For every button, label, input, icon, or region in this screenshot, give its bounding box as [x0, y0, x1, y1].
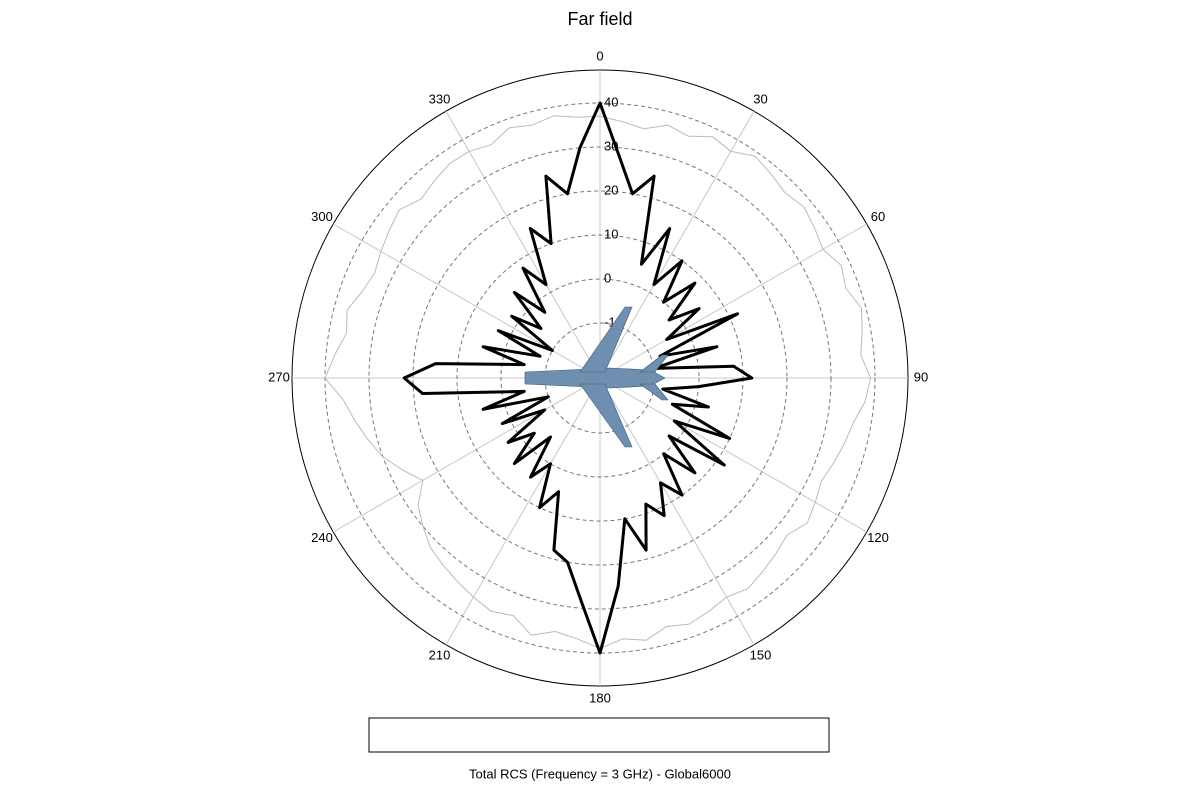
r-tick-label: 20 [604, 182, 618, 197]
r-tick-label: 40 [604, 94, 618, 109]
theta-tick-label: 300 [311, 209, 333, 224]
theta-grid-line [333, 223, 601, 379]
theta-tick-label: 330 [429, 91, 451, 106]
theta-tick-label: 270 [268, 369, 290, 384]
theta-tick-label: 90 [914, 369, 928, 384]
theta-grid-line [599, 377, 755, 645]
theta-grid-line [599, 377, 867, 533]
theta-tick-label: 60 [871, 209, 885, 224]
theta-tick-label: 210 [429, 647, 451, 662]
theta-grid-line [333, 377, 601, 533]
theta-grid-line [599, 111, 755, 379]
theta-tick-label: 240 [311, 530, 333, 545]
theta-tick-label: 120 [867, 530, 889, 545]
theta-tick-label: 30 [753, 91, 767, 106]
chart-title: Far field [567, 9, 632, 29]
theta-grid-line [599, 223, 867, 379]
theta-grid-line [445, 377, 601, 645]
footer: Total RCS (Frequency = 3 GHz) - Global60… [469, 766, 731, 781]
r-grid-line [368, 146, 832, 610]
theta-tick-label: 0 [596, 48, 603, 63]
theta-tick-label: 150 [750, 647, 772, 662]
series-line [402, 101, 754, 655]
theta-tick-label: 180 [589, 690, 611, 705]
r-tick-label: 0 [604, 270, 611, 285]
legend-box [368, 717, 830, 753]
airplane [524, 306, 669, 448]
r-tick-label: 10 [604, 226, 618, 241]
r-grid-line [500, 278, 700, 478]
theta-grid-line [445, 111, 601, 379]
r-grid-line [412, 190, 788, 566]
